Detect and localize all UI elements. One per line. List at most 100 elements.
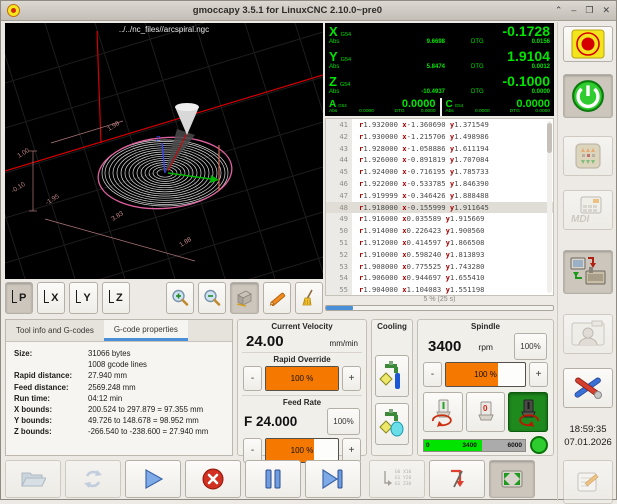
- property-row: Z bounds: -266.540 to -238.600 = 27.940 m…: [14, 426, 224, 437]
- spindle-ccw-button[interactable]: [423, 392, 463, 432]
- gcode-line-number: 54: [326, 272, 352, 285]
- spindle-stop-button[interactable]: 0: [465, 392, 506, 432]
- gcode-line[interactable]: 50 r1.914000 x0.226423 y1.900560: [326, 225, 553, 237]
- zoom-in-button[interactable]: [165, 282, 195, 314]
- gcode-line-number: 46: [326, 177, 352, 190]
- mist-coolant-button[interactable]: [375, 403, 409, 445]
- pause-button[interactable]: [245, 460, 301, 498]
- title-bar[interactable]: gmoccapy 3.5.1 for LinuxCNC 2.10.0~pre0 …: [1, 1, 616, 21]
- feed-override-bar[interactable]: 100 %: [265, 438, 339, 463]
- gcode-line[interactable]: 49 r1.916000 x0.035589 y1.915669: [326, 213, 553, 226]
- power-icon: [572, 80, 604, 112]
- gcode-line[interactable]: 51 r1.912000 x0.414597 y1.866508: [326, 236, 553, 249]
- view-z-button[interactable]: Z: [101, 282, 130, 314]
- machine-on-button[interactable]: [563, 74, 613, 118]
- estop-button[interactable]: [563, 26, 613, 62]
- gcode-line[interactable]: 52 r1.910000 x0.598240 y1.813893: [326, 248, 553, 261]
- gcode-word-y: y: [449, 190, 455, 200]
- gcode-line[interactable]: 53 r1.908000 x0.775525 y1.743280: [326, 260, 553, 273]
- dro-axis-letter: A: [329, 99, 337, 110]
- gcode-line[interactable]: 54 r1.906000 x0.944697 y1.655410: [326, 272, 553, 285]
- clear-plot-button[interactable]: [294, 282, 323, 314]
- feed-override-value: 100 %: [290, 446, 314, 455]
- gcode-word-r: r: [359, 261, 364, 271]
- gcode-line[interactable]: 43 r1.928000 x-1.058886 y1.611194: [326, 142, 553, 155]
- shade-button[interactable]: ⌃: [554, 5, 563, 15]
- toolpath-plot: Z 1.00-0.101.98-1.953.831.88: [5, 23, 323, 279]
- fullscreen-button[interactable]: [489, 460, 535, 498]
- gcode-line-number: 49: [326, 213, 352, 226]
- gremlin-preview[interactable]: Z 1.00 -0.10 1.98 -1.95 3.83 1.88 ../../nc_fi…: [5, 23, 323, 279]
- gcode-word-y: y: [445, 261, 450, 271]
- gcode-word-x: x: [402, 143, 407, 153]
- run-from-line-button[interactable]: G0 X10 G1 Y20 G1 Z30: [369, 460, 425, 498]
- auto-mode-button[interactable]: [563, 250, 613, 294]
- view-p-label: P: [11, 290, 26, 304]
- z-axis-label: Z: [156, 136, 161, 143]
- gcode-word-x: x: [402, 249, 407, 259]
- gcode-line[interactable]: 42 r1.930000 x-1.215706 y1.498986: [326, 130, 553, 143]
- spindle-minus-button[interactable]: -: [423, 362, 442, 387]
- gcode-word-y: y: [449, 202, 455, 212]
- gcode-line-number: 52: [326, 248, 352, 261]
- dro-axis-letter: Y: [329, 49, 338, 64]
- settings-button[interactable]: [563, 368, 613, 408]
- z-axis-line: [161, 142, 166, 174]
- spindle-reset-button[interactable]: 100%: [513, 333, 547, 360]
- listing-scrollbar[interactable]: [547, 121, 552, 293]
- user-tabs-button[interactable]: [563, 314, 613, 354]
- rapid-plus-button[interactable]: +: [342, 366, 361, 391]
- gcode-word-r: r: [359, 237, 364, 247]
- gcode-line[interactable]: 55 r1.904000 x1.104083 y1.551198: [326, 284, 553, 295]
- gcode-properties-list: Size: 31066 bytes 1008 gcode lines Rapid di…: [6, 342, 232, 444]
- property-label: Z bounds:: [14, 427, 52, 437]
- view-p-button[interactable]: P: [5, 282, 34, 314]
- dro-axis-row: Y G54 1.9104 Abs 5.8474 DTG 0.0012: [325, 48, 554, 73]
- stop-button[interactable]: [185, 460, 241, 498]
- mdi-label: MDI: [571, 214, 590, 225]
- spindle-override-bar[interactable]: 100 %: [445, 362, 526, 387]
- gcode-line[interactable]: 47 r1.919999 x-0.346426 y1.888488: [326, 189, 553, 202]
- flood-coolant-button[interactable]: [375, 355, 409, 397]
- gcode-word-x: x: [402, 190, 407, 200]
- gcode-line[interactable]: 48 r1.918000 x-0.155999 y1.911645: [326, 201, 553, 214]
- rapid-minus-button[interactable]: -: [243, 366, 262, 391]
- mdi-mode-button[interactable]: MDI: [563, 190, 613, 230]
- notebook-tabs: Tool info and G-codes G-code properties: [6, 320, 232, 342]
- view-y-button[interactable]: Y: [69, 282, 98, 314]
- gcode-word-r: r: [359, 143, 364, 153]
- view-x-label: X: [44, 290, 59, 304]
- manual-mode-button[interactable]: [563, 136, 613, 176]
- gcode-line[interactable]: 41 r1.932000 x-1.360690 y1.371549: [326, 119, 553, 131]
- reload-file-button[interactable]: [65, 460, 121, 498]
- run-button[interactable]: [125, 460, 181, 498]
- skip-blocks-button[interactable]: [429, 460, 485, 498]
- minimize-button[interactable]: –: [571, 5, 577, 15]
- gcode-line-number: 41: [326, 119, 352, 131]
- step-button[interactable]: [305, 460, 361, 498]
- zoom-out-button[interactable]: [198, 282, 227, 314]
- close-button[interactable]: ✕: [602, 5, 610, 15]
- feed-reset-button[interactable]: 100%: [327, 408, 360, 435]
- edit-gcode-button[interactable]: [262, 282, 291, 314]
- gcode-line[interactable]: 46 r1.922000 x-0.533785 y1.846390: [326, 177, 553, 190]
- gcode-word-x: x: [402, 167, 407, 177]
- edit-offsets-button[interactable]: [563, 459, 613, 504]
- view-x-button[interactable]: X: [37, 282, 66, 314]
- dro-panel[interactable]: X G54 -0.1728 Abs 9.6698 DTG 0.0156 Y G54 1.9104 A…: [325, 23, 554, 116]
- rapid-override-bar[interactable]: 100 %: [265, 366, 339, 391]
- tab-gcode-properties[interactable]: G-code properties: [103, 320, 188, 341]
- gcode-line[interactable]: 45 r1.924000 x-0.716195 y1.785733: [326, 166, 553, 178]
- maximize-button[interactable]: ❒: [585, 5, 594, 15]
- open-file-button[interactable]: [5, 460, 61, 498]
- toggle-dimensions-button[interactable]: [230, 282, 259, 314]
- gcode-listing[interactable]: 41 r1.932000 x-1.360690 y1.371549 42 r1.930…: [325, 118, 554, 296]
- tab-tool-info[interactable]: Tool info and G-codes: [16, 326, 94, 335]
- spindle-cw-button[interactable]: [508, 392, 549, 432]
- gcode-word-y: y: [445, 237, 450, 247]
- step-icon: [322, 468, 343, 490]
- dro-axis-row: X G54 -0.1728 Abs 9.6698 DTG 0.0156: [325, 23, 554, 48]
- gcode-line[interactable]: 44 r1.926000 x-0.891819 y1.707084: [326, 154, 553, 167]
- spindle-plus-button[interactable]: +: [529, 362, 548, 387]
